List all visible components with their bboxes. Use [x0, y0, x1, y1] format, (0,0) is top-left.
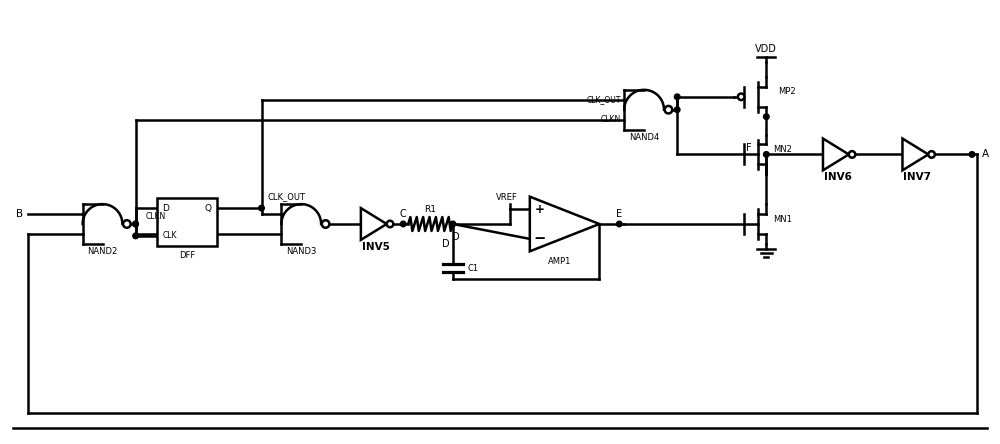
Circle shape: [387, 221, 393, 227]
Text: R1: R1: [425, 205, 437, 214]
Text: C: C: [400, 209, 407, 219]
Text: CLK_OUT: CLK_OUT: [267, 192, 305, 201]
Text: NAND2: NAND2: [87, 247, 118, 256]
Polygon shape: [361, 208, 387, 240]
Bar: [157, 198, 217, 246]
Circle shape: [616, 221, 622, 227]
Circle shape: [400, 221, 406, 227]
Text: CLK: CLK: [162, 231, 177, 240]
Text: −: −: [534, 231, 546, 246]
Text: CLK_OUT: CLK_OUT: [587, 95, 621, 104]
Circle shape: [764, 114, 769, 119]
Text: NAND4: NAND4: [629, 133, 659, 142]
Text: C1: C1: [468, 264, 479, 273]
Text: E: E: [616, 209, 622, 219]
Text: AMP1: AMP1: [548, 257, 571, 266]
Circle shape: [133, 221, 138, 227]
Text: INV6: INV6: [824, 172, 852, 182]
Circle shape: [450, 221, 456, 227]
Text: CLKN: CLKN: [146, 211, 166, 221]
Text: D: D: [442, 239, 450, 249]
Text: CLKN: CLKN: [601, 115, 621, 124]
Circle shape: [928, 151, 935, 158]
Text: D: D: [452, 232, 460, 242]
Circle shape: [665, 106, 672, 114]
Polygon shape: [902, 139, 928, 170]
Text: VDD: VDD: [755, 44, 777, 54]
Circle shape: [133, 233, 138, 239]
Text: +: +: [535, 202, 545, 216]
Text: D: D: [162, 204, 169, 213]
Text: NAND3: NAND3: [286, 247, 316, 256]
Circle shape: [133, 221, 138, 227]
Text: A: A: [982, 150, 989, 159]
Text: Q: Q: [205, 204, 212, 213]
Text: MN2: MN2: [773, 145, 792, 154]
Text: MN1: MN1: [773, 214, 792, 223]
Text: INV7: INV7: [903, 172, 931, 182]
Text: DFF: DFF: [179, 251, 195, 260]
Circle shape: [674, 94, 680, 99]
Polygon shape: [530, 197, 599, 251]
Text: MP2: MP2: [778, 87, 796, 96]
Circle shape: [764, 152, 769, 157]
Text: F: F: [746, 143, 751, 154]
Text: VREF: VREF: [496, 193, 518, 202]
Circle shape: [674, 107, 680, 112]
Circle shape: [322, 220, 329, 228]
Circle shape: [123, 220, 131, 228]
Text: B: B: [16, 209, 23, 219]
Polygon shape: [823, 139, 849, 170]
Circle shape: [259, 205, 264, 211]
Circle shape: [738, 94, 744, 100]
Text: INV5: INV5: [362, 242, 390, 252]
Circle shape: [849, 151, 855, 158]
Circle shape: [969, 152, 975, 157]
